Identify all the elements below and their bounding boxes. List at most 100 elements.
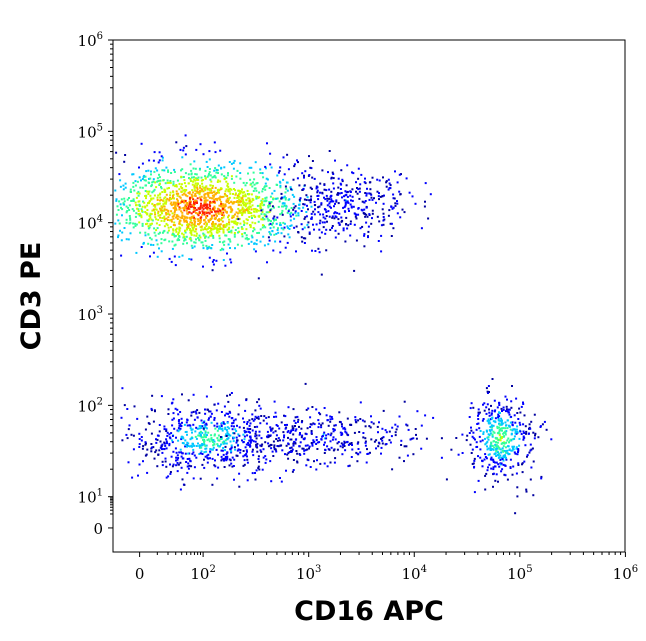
event-dot — [342, 227, 345, 230]
event-dot — [366, 453, 369, 455]
event-dot — [210, 438, 213, 440]
event-dot — [222, 224, 225, 227]
event-dot — [210, 211, 213, 214]
event-dot — [491, 425, 494, 428]
event-dot — [235, 201, 238, 203]
event-dot — [140, 216, 143, 219]
event-dot — [477, 408, 480, 411]
event-dot — [353, 223, 356, 226]
event-dot — [334, 457, 337, 460]
event-dot — [167, 413, 170, 415]
event-dot — [307, 208, 309, 211]
event-dot — [188, 464, 191, 467]
event-dot — [171, 240, 174, 243]
event-dot — [163, 441, 166, 444]
event-dot — [180, 436, 183, 439]
event-dot — [199, 430, 202, 433]
event-dot — [477, 479, 480, 482]
event-dot — [282, 205, 285, 208]
event-dot — [123, 197, 126, 200]
event-dot — [293, 163, 296, 166]
event-dot — [246, 219, 249, 222]
event-dot — [213, 227, 216, 230]
event-dot — [341, 446, 344, 449]
event-dot — [186, 424, 189, 427]
event-dot — [347, 465, 350, 468]
event-dot — [315, 408, 318, 411]
event-dot — [388, 439, 391, 442]
event-dot — [486, 445, 488, 448]
event-dot — [249, 436, 252, 439]
event-dot — [284, 424, 286, 426]
event-dot — [498, 422, 501, 425]
event-dot — [246, 458, 249, 461]
event-dot — [261, 190, 264, 193]
event-dot — [265, 167, 267, 170]
event-dot — [178, 235, 181, 238]
event-dot — [483, 458, 486, 461]
event-dot — [229, 393, 231, 396]
event-dot — [264, 197, 267, 200]
event-dot — [236, 449, 239, 452]
event-dot — [499, 438, 502, 441]
event-dot — [508, 441, 510, 444]
event-dot — [277, 445, 280, 448]
event-dot — [199, 221, 202, 223]
event-dot — [378, 220, 381, 223]
event-dot — [199, 207, 202, 210]
event-dot — [156, 199, 159, 201]
event-dot — [261, 198, 264, 201]
event-dot — [206, 208, 209, 211]
event-dot — [499, 427, 502, 430]
event-dot — [168, 198, 171, 201]
event-dot — [349, 220, 352, 223]
event-dot — [257, 465, 260, 468]
event-dot — [487, 436, 490, 439]
event-dot — [224, 264, 227, 267]
event-dot — [465, 439, 468, 442]
event-dot — [499, 448, 502, 451]
event-dot — [364, 425, 367, 428]
event-dot — [488, 411, 491, 414]
event-dot — [394, 434, 397, 437]
event-dot — [506, 452, 509, 455]
event-dot — [496, 406, 499, 409]
event-dot — [478, 427, 481, 430]
event-dot — [325, 249, 328, 252]
event-dot — [267, 442, 270, 445]
event-dot — [206, 434, 208, 437]
event-dot — [259, 407, 262, 410]
event-dot — [329, 228, 332, 231]
event-dot — [235, 441, 238, 444]
event-dot — [333, 429, 336, 432]
event-dot — [166, 231, 169, 234]
event-dot — [209, 415, 212, 418]
event-dot — [224, 226, 227, 228]
event-dot — [347, 443, 350, 446]
event-dot — [263, 203, 266, 206]
event-dot — [179, 448, 182, 451]
event-dot — [188, 237, 191, 240]
event-dot — [486, 448, 489, 451]
event-dot — [364, 441, 367, 444]
event-dot — [206, 247, 209, 250]
event-dot — [405, 445, 408, 448]
event-dot — [166, 431, 169, 434]
event-dot — [193, 219, 196, 222]
event-dot — [246, 202, 249, 205]
event-dot — [477, 414, 479, 417]
event-dot — [225, 188, 228, 191]
event-dot — [486, 390, 489, 393]
event-dot — [245, 182, 248, 184]
event-dot — [244, 431, 247, 434]
event-dot — [358, 431, 361, 433]
event-dot — [501, 458, 504, 461]
event-dot — [196, 188, 199, 191]
event-dot — [213, 434, 216, 437]
event-dot — [253, 178, 256, 181]
event-dot — [181, 452, 184, 455]
event-dot — [180, 191, 183, 193]
event-dot — [217, 172, 219, 174]
event-dot — [203, 421, 205, 424]
event-dot — [229, 230, 232, 233]
